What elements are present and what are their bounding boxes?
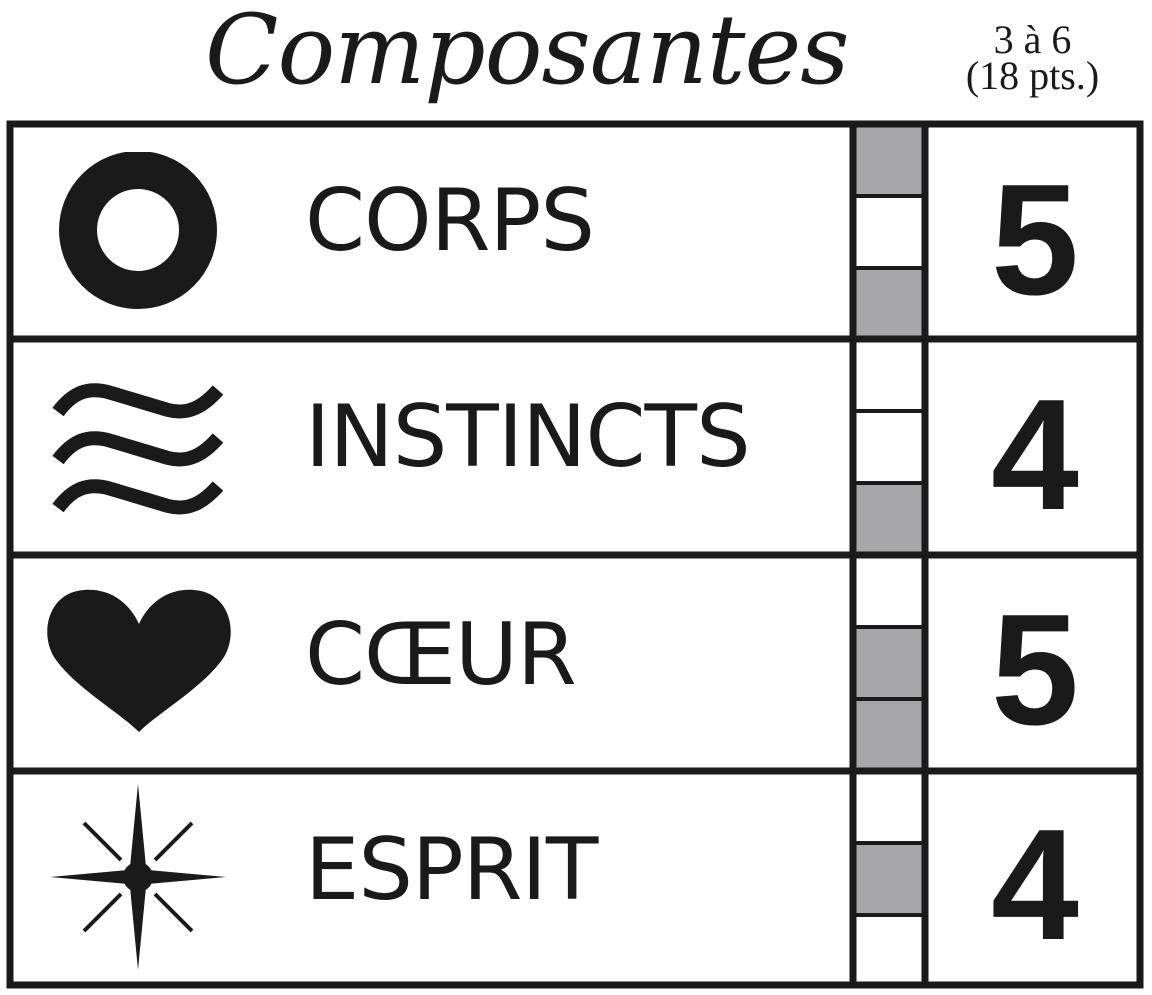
row-value-coeur: 5 bbox=[991, 582, 1079, 758]
pip-empty bbox=[853, 771, 925, 843]
pip-filled bbox=[853, 268, 925, 340]
pip-empty bbox=[853, 339, 925, 411]
row-label-corps: CORPS bbox=[305, 171, 595, 271]
pip-filled bbox=[853, 843, 925, 915]
pip-filled bbox=[853, 483, 925, 555]
ring-icon bbox=[58, 151, 218, 317]
row-value-esprit: 4 bbox=[991, 797, 1079, 973]
range-limits: 3 à 6 bbox=[993, 17, 1072, 62]
pip-column bbox=[853, 124, 925, 987]
pip-empty bbox=[853, 411, 925, 483]
row-label-coeur: CŒUR bbox=[305, 605, 577, 705]
row-label-esprit: ESPRIT bbox=[305, 820, 598, 920]
waves-icon bbox=[48, 372, 228, 527]
row-value-instincts: 4 bbox=[991, 367, 1079, 543]
pip-filled bbox=[853, 699, 925, 771]
pip-empty bbox=[853, 915, 925, 987]
point-range: 3 à 6 (18 pts.) bbox=[940, 17, 1125, 98]
star-burst-icon bbox=[48, 782, 228, 977]
heart-icon bbox=[44, 582, 234, 742]
page-title: Composantes bbox=[205, 0, 850, 106]
range-total: (18 pts.) bbox=[965, 53, 1100, 98]
pip-empty bbox=[853, 555, 925, 627]
pip-empty bbox=[853, 196, 925, 268]
pip-filled bbox=[853, 124, 925, 196]
row-value-corps: 5 bbox=[991, 152, 1079, 328]
pip-filled bbox=[853, 627, 925, 699]
row-label-instincts: INSTINCTS bbox=[305, 387, 751, 487]
